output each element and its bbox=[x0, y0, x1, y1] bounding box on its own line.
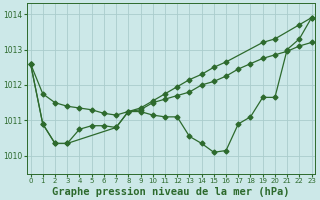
X-axis label: Graphe pression niveau de la mer (hPa): Graphe pression niveau de la mer (hPa) bbox=[52, 186, 290, 197]
